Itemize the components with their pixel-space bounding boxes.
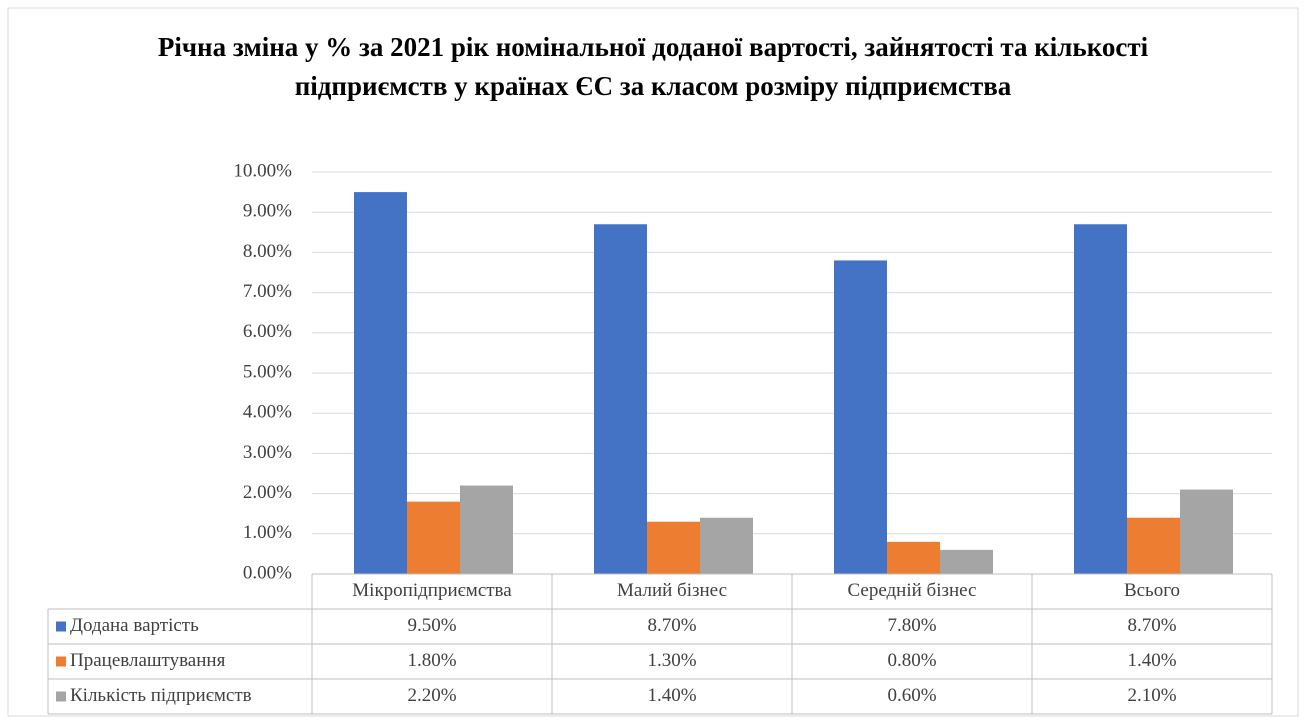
y-tick-label: 2.00%	[243, 482, 292, 503]
x-tick-label: Середній бізнес	[847, 580, 976, 601]
table-value: 2.10%	[1127, 685, 1176, 706]
table-value: 0.80%	[887, 650, 936, 671]
bar	[887, 541, 940, 574]
bar	[354, 192, 407, 574]
y-tick-label: 5.00%	[243, 361, 292, 382]
bar	[647, 521, 700, 574]
chart-frame	[7, 7, 1299, 717]
x-tick-label: Мікропідприємства	[352, 580, 512, 601]
bar	[700, 517, 753, 574]
table-value: 8.70%	[1127, 615, 1176, 636]
table-value: 7.80%	[887, 615, 936, 636]
table-value: 1.80%	[407, 650, 456, 671]
bar	[940, 549, 993, 574]
bar	[407, 501, 460, 574]
y-tick-label: 8.00%	[243, 241, 292, 262]
table-value: 9.50%	[407, 615, 456, 636]
table-value: 1.40%	[1127, 650, 1176, 671]
bar	[594, 224, 647, 574]
y-tick-label: 6.00%	[243, 321, 292, 342]
bar	[460, 485, 513, 574]
y-tick-label: 9.00%	[243, 201, 292, 222]
legend-swatch	[56, 656, 66, 667]
table-value: 8.70%	[647, 615, 696, 636]
y-tick-label: 1.00%	[243, 522, 292, 543]
y-tick-label: 0.00%	[243, 562, 292, 583]
y-tick-label: 7.00%	[243, 281, 292, 302]
legend-swatch	[56, 621, 66, 632]
legend-swatch	[56, 691, 66, 702]
legend-label: Працевлаштування	[70, 650, 226, 671]
y-tick-label: 10.00%	[233, 160, 292, 181]
bar	[834, 260, 887, 574]
x-tick-label: Малий бізнес	[617, 580, 727, 601]
table-value: 0.60%	[887, 685, 936, 706]
legend-label: Кількість підприємств	[70, 685, 252, 706]
table-value: 1.30%	[647, 650, 696, 671]
y-tick-label: 4.00%	[243, 402, 292, 423]
legend-label: Додана вартість	[70, 615, 199, 636]
table-value: 2.20%	[407, 685, 456, 706]
table-value: 1.40%	[647, 685, 696, 706]
chart-title: Річна зміна у % за 2021 рік номінальної …	[157, 32, 1149, 101]
bar	[1074, 224, 1127, 574]
bar	[1180, 489, 1233, 574]
x-tick-label: Всього	[1124, 580, 1180, 601]
y-tick-label: 3.00%	[243, 442, 292, 463]
bar	[1127, 517, 1180, 574]
